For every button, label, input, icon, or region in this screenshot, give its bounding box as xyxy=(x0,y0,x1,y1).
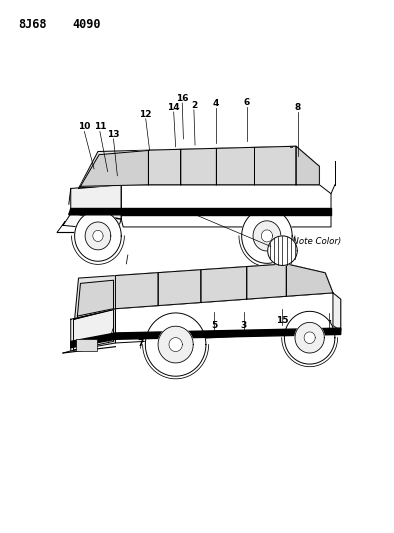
Polygon shape xyxy=(181,148,216,185)
Polygon shape xyxy=(74,211,121,261)
Text: 4: 4 xyxy=(212,99,219,108)
Polygon shape xyxy=(85,222,111,250)
Polygon shape xyxy=(121,185,331,227)
Polygon shape xyxy=(145,313,206,376)
Polygon shape xyxy=(284,311,335,364)
Text: 2: 2 xyxy=(191,101,197,110)
Bar xyxy=(76,340,97,351)
Polygon shape xyxy=(216,147,255,185)
Text: 12: 12 xyxy=(139,110,152,119)
Polygon shape xyxy=(158,326,193,363)
Polygon shape xyxy=(115,328,341,340)
Text: 4090: 4090 xyxy=(73,18,101,30)
Polygon shape xyxy=(71,333,115,348)
Polygon shape xyxy=(304,332,315,343)
Polygon shape xyxy=(77,280,113,316)
Polygon shape xyxy=(115,293,341,343)
Text: 8J68: 8J68 xyxy=(18,18,47,30)
Polygon shape xyxy=(149,149,181,185)
Polygon shape xyxy=(261,230,273,242)
Text: 8: 8 xyxy=(295,103,301,112)
Polygon shape xyxy=(63,214,121,231)
Polygon shape xyxy=(247,264,286,299)
Polygon shape xyxy=(93,230,103,241)
Text: 16: 16 xyxy=(176,94,188,103)
Polygon shape xyxy=(158,270,201,305)
Text: 3: 3 xyxy=(240,321,247,330)
Polygon shape xyxy=(121,208,331,215)
Text: 10: 10 xyxy=(78,123,91,132)
Polygon shape xyxy=(253,221,281,251)
Text: 5: 5 xyxy=(211,321,217,330)
Polygon shape xyxy=(286,264,333,296)
Polygon shape xyxy=(201,266,247,303)
Text: 11: 11 xyxy=(94,123,106,132)
Polygon shape xyxy=(74,264,333,319)
Polygon shape xyxy=(78,146,320,189)
Polygon shape xyxy=(295,322,324,353)
Text: 7: 7 xyxy=(137,339,143,348)
Text: 13: 13 xyxy=(107,130,120,139)
Text: 15: 15 xyxy=(276,316,289,325)
Polygon shape xyxy=(255,146,296,185)
Polygon shape xyxy=(296,146,320,185)
Polygon shape xyxy=(71,185,121,219)
Polygon shape xyxy=(169,337,182,352)
Polygon shape xyxy=(333,293,341,331)
Text: 1: 1 xyxy=(326,320,332,329)
Polygon shape xyxy=(115,273,158,309)
Polygon shape xyxy=(80,150,149,187)
Text: (Note Color): (Note Color) xyxy=(290,237,342,246)
Text: 6: 6 xyxy=(243,98,250,107)
Polygon shape xyxy=(69,208,121,215)
Polygon shape xyxy=(71,309,115,351)
Text: 14: 14 xyxy=(167,103,180,112)
Polygon shape xyxy=(268,236,297,265)
Text: 9: 9 xyxy=(105,334,112,343)
Polygon shape xyxy=(242,208,292,263)
